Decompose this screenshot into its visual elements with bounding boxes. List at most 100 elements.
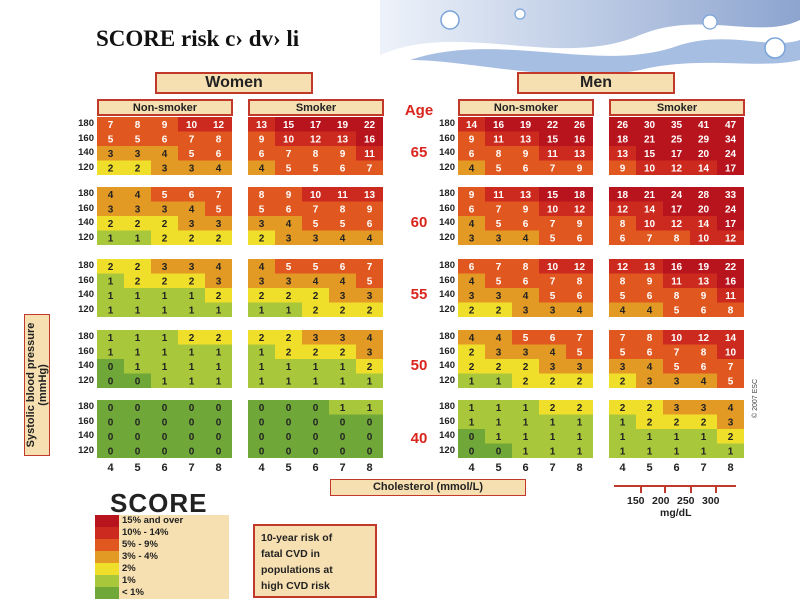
risk-cell <box>97 259 124 274</box>
risk-value: 1 <box>313 362 319 373</box>
legend-description-line: high CVD risk <box>261 580 330 592</box>
risk-cell <box>512 429 539 444</box>
risk-cell <box>717 302 744 317</box>
bp-label: 140 <box>78 430 94 441</box>
cholesterol-label: 6 <box>161 462 168 474</box>
risk-value: 1 <box>469 403 475 414</box>
risk-cell <box>512 443 539 458</box>
risk-value: 13 <box>617 149 629 160</box>
risk-value: 2 <box>496 305 502 316</box>
risk-cell <box>512 400 539 415</box>
risk-cell <box>717 273 744 288</box>
risk-cell <box>485 201 512 216</box>
risk-cell <box>248 443 275 458</box>
bp-label: 140 <box>439 360 455 371</box>
risk-value: 0 <box>340 417 346 428</box>
risk-cell <box>458 117 485 132</box>
risk-cell <box>205 187 232 202</box>
risk-cell <box>124 273 151 288</box>
risk-cell <box>205 230 232 245</box>
risk-cell <box>151 230 178 245</box>
risk-value: 0 <box>108 417 114 428</box>
risk-value: 1 <box>469 417 475 428</box>
risk-cell <box>539 117 566 132</box>
risk-value: 5 <box>340 219 346 230</box>
risk-value: 1 <box>496 417 502 428</box>
bp-label: 160 <box>439 132 455 144</box>
risk-cell <box>663 373 690 388</box>
risk-cell <box>329 131 356 146</box>
risk-cell <box>329 117 356 132</box>
risk-cell <box>566 146 593 161</box>
bp-label: 160 <box>78 132 94 144</box>
risk-cell <box>690 259 717 274</box>
risk-cell <box>205 302 232 317</box>
risk-cell <box>458 429 485 444</box>
risk-cell <box>609 146 636 161</box>
bp-label: 160 <box>78 415 94 427</box>
risk-cell <box>329 259 356 274</box>
risk-value: 5 <box>523 333 529 344</box>
risk-value: 41 <box>698 120 710 131</box>
risk-value: 0 <box>313 432 319 443</box>
risk-cell <box>205 273 232 288</box>
risk-value: 9 <box>647 276 653 287</box>
risk-value: 8 <box>577 276 583 287</box>
risk-value: 3 <box>162 262 168 273</box>
risk-value: 2 <box>162 276 168 287</box>
risk-value: 0 <box>259 446 265 457</box>
bp-label: 120 <box>78 444 94 456</box>
risk-cell <box>205 373 232 388</box>
risk-cell <box>205 344 232 359</box>
risk-cell <box>458 330 485 345</box>
risk-value: 2 <box>313 305 319 316</box>
risk-value: 9 <box>162 120 168 131</box>
bp-label: 120 <box>78 161 94 173</box>
risk-value: 5 <box>135 134 141 145</box>
risk-value: 11 <box>337 190 348 201</box>
risk-value: 2 <box>340 305 346 316</box>
risk-value: 8 <box>216 134 222 145</box>
risk-cell <box>566 330 593 345</box>
risk-cell <box>690 216 717 231</box>
risk-value: 1 <box>135 233 141 244</box>
risk-cell <box>539 160 566 175</box>
risk-value: 10 <box>644 163 656 174</box>
risk-value: 5 <box>189 149 195 160</box>
bp-label: 180 <box>78 260 94 271</box>
risk-value: 1 <box>189 347 195 358</box>
risk-value: 11 <box>547 149 558 160</box>
risk-cell <box>275 359 302 374</box>
bp-label: 140 <box>78 217 94 228</box>
risk-value: 5 <box>620 291 626 302</box>
risk-value: 17 <box>671 204 683 215</box>
risk-cell <box>178 259 205 274</box>
risk-value: 3 <box>340 291 346 302</box>
risk-value: 9 <box>523 204 529 215</box>
risk-cell <box>151 414 178 429</box>
risk-value: 1 <box>313 376 319 387</box>
risk-cell <box>248 429 275 444</box>
legend-description-line: populations at <box>261 564 333 576</box>
risk-value: 6 <box>577 233 583 244</box>
risk-value: 0 <box>135 446 141 457</box>
risk-value: 6 <box>620 233 626 244</box>
risk-value: 2 <box>577 376 583 387</box>
risk-value: 4 <box>469 333 475 344</box>
risk-value: 19 <box>337 120 349 131</box>
legend-description-line: 10-year risk of <box>261 532 333 544</box>
risk-cell <box>97 187 124 202</box>
risk-value: 1 <box>523 446 529 457</box>
risk-value: 1 <box>496 376 502 387</box>
risk-value: 6 <box>701 362 707 373</box>
risk-cell <box>717 359 744 374</box>
risk-cell <box>609 117 636 132</box>
risk-value: 2 <box>647 417 653 428</box>
risk-cell <box>275 414 302 429</box>
risk-cell <box>485 414 512 429</box>
mgdl-value-300: 300 <box>702 495 720 507</box>
risk-cell <box>485 216 512 231</box>
risk-cell <box>485 288 512 303</box>
women-header: Women <box>155 72 313 94</box>
risk-value: 16 <box>574 134 586 145</box>
